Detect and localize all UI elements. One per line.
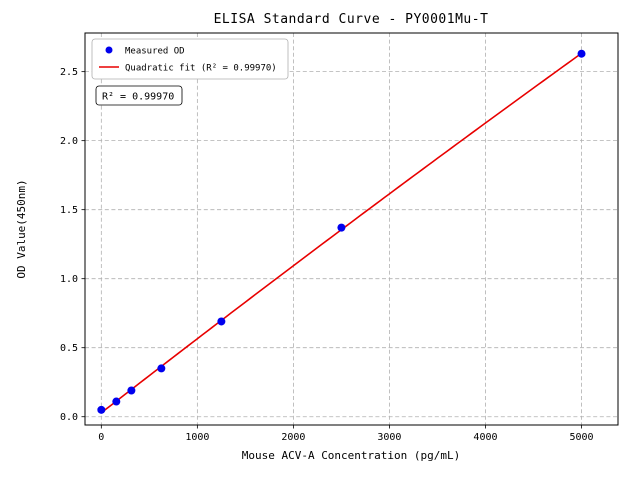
x-tick-label: 0 [98, 432, 104, 443]
y-tick-label: 0.5 [60, 343, 78, 354]
data-point [127, 386, 136, 395]
series-layer [97, 49, 586, 414]
y-tick-label: 0.0 [60, 412, 78, 423]
data-point [112, 397, 121, 406]
data-point [157, 364, 166, 373]
data-point [577, 49, 586, 58]
tick-layer: 0 1000 2000 3000 4000 5000 0.0 0.5 1.0 1.5 2.0 2.5 [60, 67, 594, 443]
y-tick-label: 1.0 [60, 274, 78, 285]
x-tick-label: 3000 [377, 432, 401, 443]
plot-border [84, 32, 619, 426]
r-squared-annotation: R² = 0.99970 [95, 85, 183, 106]
legend-box [91, 38, 289, 80]
x-tick-label: 4000 [473, 432, 497, 443]
x-tick-label: 1000 [185, 432, 209, 443]
y-tick-label: 2.0 [60, 136, 78, 147]
legend-label-measured-od: Measured OD [125, 47, 185, 57]
legend: Measured OD Quadratic fit (R² = 0.99970) [91, 38, 289, 80]
x-tick-label: 5000 [569, 432, 593, 443]
data-point [217, 317, 226, 326]
data-point [337, 223, 346, 232]
data-point [97, 405, 106, 414]
y-tick-label: 1.5 [60, 205, 78, 216]
x-axis-label: Mouse ACV-A Concentration (pg/mL) [242, 449, 461, 462]
x-tick-label: 2000 [281, 432, 305, 443]
legend-label-fit: Quadratic fit (R² = 0.99970) [125, 64, 277, 74]
y-axis-label: OD Value(450nm) [15, 179, 28, 278]
y-tick-label: 2.5 [60, 67, 78, 78]
annotation-text: R² = 0.99970 [102, 92, 174, 103]
chart-title: ELISA Standard Curve - PY0001Mu-T [214, 12, 489, 27]
annotation-box [95, 85, 183, 106]
legend-marker-measured-od [105, 46, 113, 54]
